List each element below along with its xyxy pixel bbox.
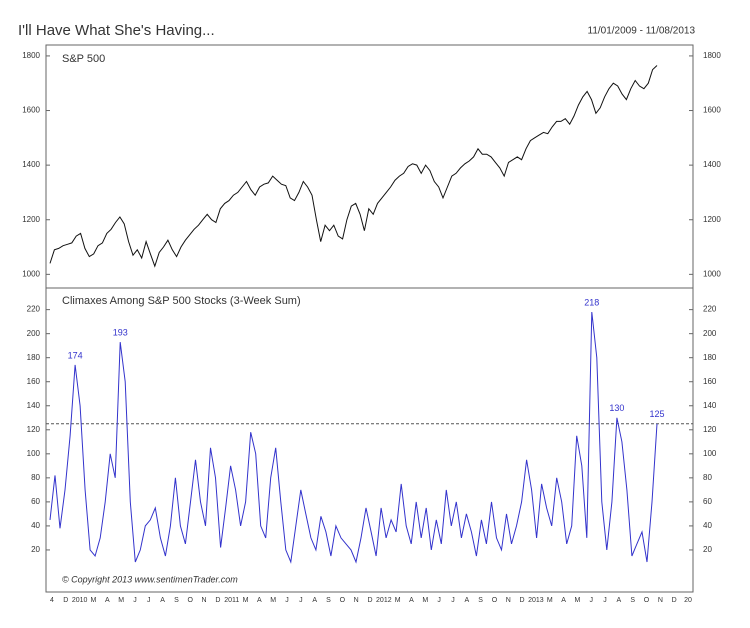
date-range: 11/01/2009 - 11/08/2013 (588, 26, 696, 37)
series-line (49, 65, 658, 268)
x-tick-label: A (257, 597, 262, 604)
series-line (49, 311, 658, 564)
x-tick-label: M (422, 597, 428, 604)
y2-tick-label: 60 (703, 497, 712, 506)
x-tick-label: J (603, 597, 607, 604)
y-tick-label: 220 (27, 305, 41, 314)
x-tick-label: A (561, 597, 566, 604)
x-tick-label: O (492, 597, 498, 604)
x-tick-label: D (367, 597, 372, 604)
y-tick-label: 1600 (22, 106, 40, 115)
x-tick-label: O (188, 597, 194, 604)
x-tick-label: J (437, 597, 441, 604)
y2-tick-label: 1400 (703, 160, 721, 169)
y-tick-label: 20 (31, 545, 40, 554)
y-tick-label: 140 (27, 401, 41, 410)
y2-tick-label: 40 (703, 521, 712, 530)
x-tick-label: N (506, 597, 511, 604)
frame (45, 44, 694, 593)
x-tick-label: M (270, 597, 276, 604)
x-tick-label: 4 (50, 597, 54, 604)
y-tick-label: 120 (27, 425, 41, 434)
y-tick-label: 200 (27, 329, 41, 338)
x-tick-label: D (672, 597, 677, 604)
x-tick-label: M (395, 597, 401, 604)
x-tick-label: M (243, 597, 249, 604)
x-tick-label: S (478, 597, 483, 604)
y-tick-label: 1000 (22, 269, 40, 278)
title: I'll Have What She's Having... (18, 22, 215, 39)
x-tick-label: A (312, 597, 317, 604)
y2-tick-label: 1200 (703, 215, 721, 224)
y-tick-label: 1200 (22, 215, 40, 224)
annotation: 218 (584, 297, 599, 307)
x-tick-label: J (285, 597, 289, 604)
x-tick-label: O (340, 597, 346, 604)
y-tick-label: 1400 (22, 160, 40, 169)
x-tick-label: A (464, 597, 469, 604)
x-tick-label: J (589, 597, 593, 604)
x-tick-label: M (118, 597, 124, 604)
x-tick-label: S (326, 597, 331, 604)
x-tick-label: M (91, 597, 97, 604)
x-tick-label: 2012 (376, 597, 392, 604)
x-tick-label: 2010 (72, 597, 88, 604)
x-tick-label: A (160, 597, 165, 604)
x-tick-label: 20 (684, 597, 692, 604)
annotation: 130 (609, 403, 624, 413)
x-tick-label: 2011 (224, 597, 239, 604)
x-tick-label: J (147, 597, 151, 604)
annotation: 125 (649, 409, 664, 419)
x-tick-label: A (409, 597, 414, 604)
y2-tick-label: 160 (703, 377, 717, 386)
x-tick-label: N (658, 597, 663, 604)
y-tick-label: 100 (27, 449, 41, 458)
y2-tick-label: 1800 (703, 51, 721, 60)
y2-tick-label: 1600 (703, 106, 721, 115)
x-tick-label: N (202, 597, 207, 604)
copyright: © Copyright 2013 www.sentimenTrader.com (62, 574, 238, 584)
y2-tick-label: 20 (703, 545, 712, 554)
x-tick-label: D (63, 597, 68, 604)
x-tick-label: M (547, 597, 553, 604)
x-tick-label: J (133, 597, 137, 604)
x-tick-label: O (644, 597, 650, 604)
y2-tick-label: 200 (703, 329, 717, 338)
y2-tick-label: 220 (703, 305, 717, 314)
y-tick-label: 40 (31, 521, 40, 530)
y-tick-label: 180 (27, 353, 41, 362)
x-tick-label: J (451, 597, 455, 604)
x-tick-label: 2013 (528, 597, 544, 604)
y-tick-label: 80 (31, 473, 40, 482)
x-tick-label: N (354, 597, 359, 604)
y2-tick-label: 140 (703, 401, 717, 410)
x-tick-label: S (174, 597, 179, 604)
x-tick-label: S (630, 597, 635, 604)
annotation: 193 (113, 327, 128, 337)
y-tick-label: 60 (31, 497, 40, 506)
x-tick-label: J (299, 597, 303, 604)
y-tick-label: 1800 (22, 51, 40, 60)
y2-tick-label: 100 (703, 449, 717, 458)
panel-title: Climaxes Among S&P 500 Stocks (3-Week Su… (62, 295, 301, 307)
x-tick-label: M (574, 597, 580, 604)
y-tick-label: 160 (27, 377, 41, 386)
y2-tick-label: 120 (703, 425, 717, 434)
y2-tick-label: 180 (703, 353, 717, 362)
x-tick-label: A (617, 597, 622, 604)
x-tick-label: A (105, 597, 110, 604)
y2-tick-label: 1000 (703, 269, 721, 278)
x-tick-label: D (215, 597, 220, 604)
x-tick-label: D (520, 597, 525, 604)
panel-title: S&P 500 (62, 53, 105, 65)
annotation: 174 (68, 350, 83, 360)
y2-tick-label: 80 (703, 473, 712, 482)
